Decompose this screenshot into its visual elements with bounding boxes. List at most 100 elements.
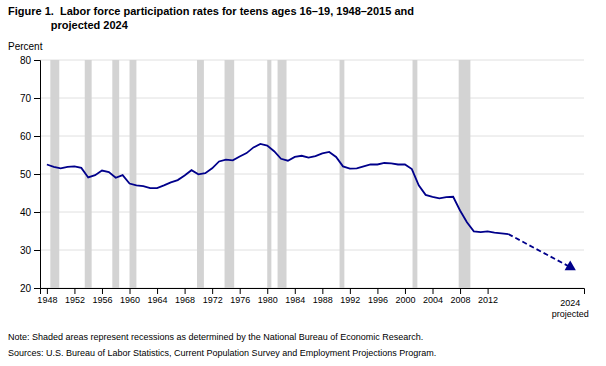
y-tick-mark xyxy=(34,288,40,289)
y-tick-label: 60 xyxy=(20,131,32,142)
x-tick-label: 1996 xyxy=(368,295,388,305)
y-tick-label: 80 xyxy=(20,55,32,66)
x-tick-label: 1988 xyxy=(313,295,333,305)
recession-band xyxy=(130,60,137,288)
x-tick-label: 1976 xyxy=(230,295,250,305)
x-tick-label: 1980 xyxy=(258,295,278,305)
x-tick-mark xyxy=(74,288,75,294)
x-tick: 1984 xyxy=(285,288,305,305)
x-tick-mark xyxy=(185,288,186,294)
x-tick: 1980 xyxy=(258,288,278,305)
grid-line xyxy=(40,136,584,137)
title: Figure 1. Labor force participation rate… xyxy=(8,5,414,31)
x-tick-label: 2008 xyxy=(451,295,471,305)
y-tick-label: 30 xyxy=(20,245,32,256)
y-axis: 20 30 40 50 60 70 80 xyxy=(20,55,41,294)
recession-band xyxy=(50,60,59,288)
grid-line xyxy=(40,174,584,175)
recession-band xyxy=(225,60,235,288)
recession-band xyxy=(112,60,119,288)
y-tick: 20 xyxy=(20,283,40,294)
x-tick-mark xyxy=(322,288,323,294)
x-tick-mark xyxy=(488,288,489,294)
y-tick-label: 40 xyxy=(20,207,32,218)
x-tick-mark xyxy=(350,288,351,294)
recession-band xyxy=(459,60,471,288)
x-tick: 1976 xyxy=(230,288,250,305)
y-tick-mark xyxy=(34,174,40,175)
x-tick-mark xyxy=(460,288,461,294)
source: Sources: U.S. Bureau of Labor Statistics… xyxy=(8,348,436,358)
line xyxy=(508,234,570,267)
x-tick: 2000 xyxy=(395,288,415,305)
x-tick-label: 1984 xyxy=(285,295,305,305)
y-tick: 70 xyxy=(20,93,40,104)
x-tick-mark xyxy=(295,288,296,294)
x-tick: 1988 xyxy=(313,288,333,305)
x-tick-label: 1960 xyxy=(120,295,140,305)
grid-line xyxy=(40,60,584,61)
x-tick-label: 1948 xyxy=(37,295,57,305)
x-tick: 1992 xyxy=(340,288,360,305)
x-tick-mark xyxy=(405,288,406,294)
y-tick: 60 xyxy=(20,131,40,142)
x-tick-mark xyxy=(47,288,48,294)
y-tick-mark xyxy=(34,60,40,61)
y-tick-label: 20 xyxy=(20,283,32,294)
marker xyxy=(565,261,576,271)
x-tick-mark xyxy=(212,288,213,294)
y-axis-label: Percent xyxy=(8,41,43,52)
x-tick-label: 1968 xyxy=(175,295,195,305)
recession-band xyxy=(267,60,271,288)
x-tick: 2004 xyxy=(423,288,443,305)
x-tick: 1956 xyxy=(92,288,112,305)
x-axis: 1948 1952 1956 1960 1964 1968 1972 1976 1980 1984… xyxy=(37,288,584,305)
y-axis-line xyxy=(34,61,41,289)
x-tick-label: 2012 xyxy=(478,295,498,305)
x-tick: 1972 xyxy=(203,288,223,305)
x-tick-label: 1952 xyxy=(65,295,85,305)
x-tick: 1964 xyxy=(148,288,168,305)
x-tick: 1960 xyxy=(120,288,140,305)
x-tick-label: 2000 xyxy=(395,295,415,305)
line xyxy=(47,144,508,234)
x-tick-mark xyxy=(130,288,131,294)
bands xyxy=(50,60,470,288)
recession-band xyxy=(340,60,345,288)
y-tick-label: 50 xyxy=(20,169,32,180)
x-tick-label: 1972 xyxy=(203,295,223,305)
x-tick-mark xyxy=(157,288,158,294)
x-tick: 1948 xyxy=(37,288,57,305)
x-tick-mark xyxy=(240,288,241,294)
y-tick-mark xyxy=(34,212,40,213)
y-tick: 50 xyxy=(20,169,40,180)
annotation: 2024 xyxy=(560,298,580,308)
grid-line xyxy=(40,212,584,213)
note: Note: Shaded areas represent recessions … xyxy=(8,332,423,342)
x-tick-mark xyxy=(377,288,378,294)
x-tick-mark xyxy=(102,288,103,294)
x-tick: 2008 xyxy=(451,288,471,305)
annotation: projected xyxy=(552,309,589,319)
x-tick-mark xyxy=(267,288,268,294)
x-tick-label: 1964 xyxy=(148,295,168,305)
y-tick-mark xyxy=(34,136,40,137)
x-tick: 1996 xyxy=(368,288,388,305)
y-tick-label: 70 xyxy=(20,93,32,104)
x-tick: 1968 xyxy=(175,288,195,305)
grid-line xyxy=(40,250,584,251)
x-axis-line xyxy=(41,289,585,295)
plot-area xyxy=(47,60,576,288)
recession-band xyxy=(278,60,287,288)
x-tick: 1952 xyxy=(65,288,85,305)
grid xyxy=(40,60,584,288)
y-tick-mark xyxy=(34,250,40,251)
y-tick: 30 xyxy=(20,245,40,256)
x-tick-label: 1992 xyxy=(340,295,360,305)
x-tick-mark xyxy=(433,288,434,294)
grid-line xyxy=(40,98,584,99)
y-tick-mark xyxy=(34,98,40,99)
x-tick: 2012 xyxy=(478,288,498,305)
x-tick-label: 1956 xyxy=(92,295,112,305)
chart: Figure 1. Labor force participation rate… xyxy=(0,0,606,366)
